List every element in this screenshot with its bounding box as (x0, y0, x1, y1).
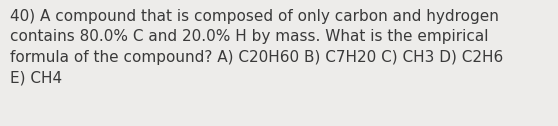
Text: 40) A compound that is composed of only carbon and hydrogen
contains 80.0% C and: 40) A compound that is composed of only … (10, 9, 503, 85)
